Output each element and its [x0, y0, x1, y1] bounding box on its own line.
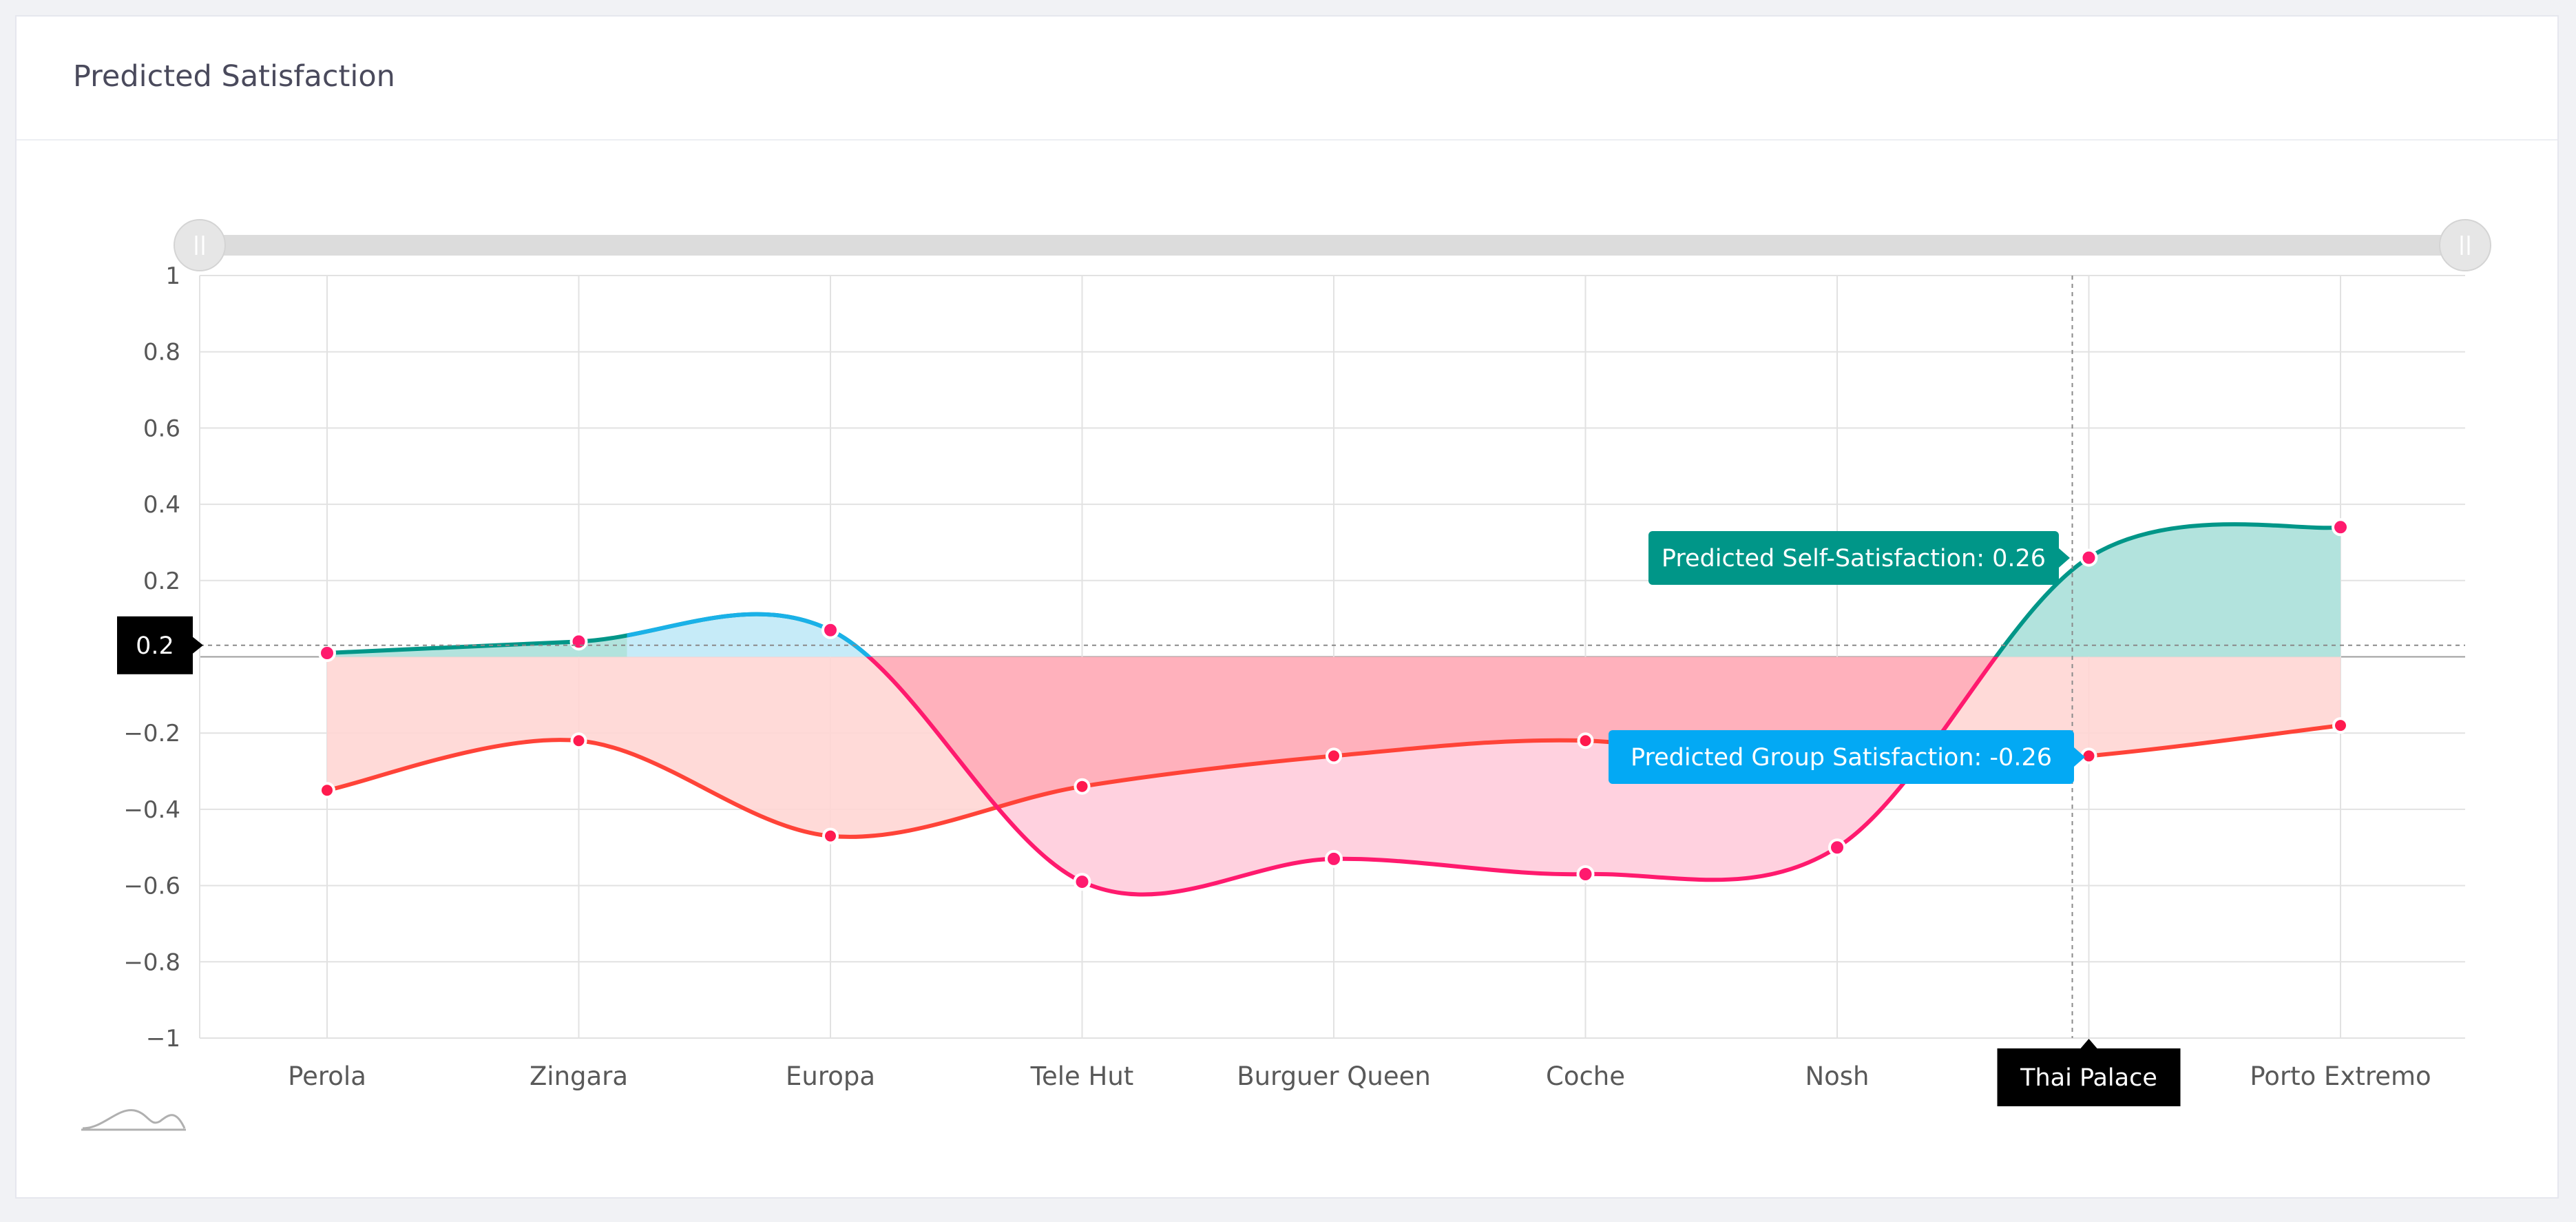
chart-navigator-icon	[81, 1109, 186, 1131]
group-point-zingara[interactable]	[570, 732, 587, 749]
x-tick-label: Tele Hut	[1030, 1062, 1134, 1091]
tooltip-layer: 0.2 Thai Palace Predicted Self-Satisfactio…	[81, 276, 2465, 1131]
svg-text:Predicted Group Satisfaction:: Predicted Group Satisfaction: -0.26	[1631, 744, 2052, 771]
group-point-thai-palace[interactable]	[2080, 747, 2097, 765]
y-tick-label: −0.6	[123, 873, 180, 900]
self-point-nosh[interactable]	[1828, 838, 1846, 857]
group-point-porto-extremo[interactable]	[2332, 717, 2349, 734]
svg-text:Predicted Self-Satisfaction: 0: Predicted Self-Satisfaction: 0.26	[1662, 545, 2046, 572]
y-tick-label: 1	[165, 262, 180, 290]
y-tick-label: −0.8	[123, 949, 180, 976]
series-points	[318, 518, 2349, 891]
range-slider[interactable]	[174, 219, 2491, 271]
x-tick-label: Perola	[288, 1062, 366, 1091]
svg-text:0.2: 0.2	[136, 632, 174, 660]
y-tick-label: −0.4	[123, 796, 180, 824]
self-point-zingara[interactable]	[569, 632, 588, 651]
slider-handle-left-grip-icon[interactable]	[174, 219, 226, 271]
group-point-europa[interactable]	[822, 827, 839, 845]
x-tick-label: Europa	[786, 1062, 875, 1091]
card-header: Predicted Satisfaction	[17, 17, 2557, 141]
slider-handle-right-grip-icon[interactable]	[2439, 219, 2491, 271]
slider-track[interactable]	[200, 235, 2465, 256]
x-tick-label: Burguer Queen	[1237, 1062, 1431, 1091]
group-satisfaction-tooltip: Predicted Group Satisfaction: -0.26	[1609, 730, 2085, 784]
svg-text:Thai Palace: Thai Palace	[2020, 1064, 2157, 1092]
self-point-europa[interactable]	[821, 621, 839, 639]
x-tick-label: Porto Extremo	[2250, 1062, 2431, 1091]
y-tick-label: 0.8	[143, 339, 180, 366]
group-point-burguer-queen[interactable]	[1326, 747, 1342, 765]
y-tick-label: 0.4	[143, 491, 180, 519]
area-fills	[327, 524, 2341, 895]
y-tick-label: −1	[146, 1025, 180, 1053]
axis-labels: −1−0.8−0.6−0.4−0.200.20.40.60.81PerolaZi…	[123, 262, 2431, 1091]
y-tick-label: −0.2	[123, 720, 180, 747]
self-satisfaction-line-peak	[627, 612, 872, 657]
group-point-coche[interactable]	[1577, 732, 1594, 749]
x-tick-label: Nosh	[1805, 1062, 1869, 1091]
x-tick-label: Coche	[1546, 1062, 1625, 1091]
card-title: Predicted Satisfaction	[73, 59, 395, 94]
x-tick-label: Zingara	[530, 1062, 628, 1091]
self-point-burguer-queen[interactable]	[1325, 849, 1343, 868]
group-point-tele-hut[interactable]	[1074, 778, 1091, 795]
y-tick-label: 0.6	[143, 415, 180, 442]
self-point-perola[interactable]	[318, 643, 336, 662]
group-point-perola[interactable]	[319, 782, 335, 799]
x-crosshair-label: Thai Palace	[1997, 1039, 2181, 1106]
y-crosshair-label: 0.2	[117, 616, 203, 674]
self-point-tele-hut[interactable]	[1073, 873, 1091, 891]
self-point-coche[interactable]	[1576, 864, 1595, 883]
self-point-porto-extremo[interactable]	[2332, 518, 2349, 537]
self-satisfaction-tooltip: Predicted Self-Satisfaction: 0.26	[1648, 531, 2070, 585]
y-tick-label: 0.2	[143, 568, 180, 595]
self-point-thai-palace[interactable]	[2080, 548, 2098, 567]
